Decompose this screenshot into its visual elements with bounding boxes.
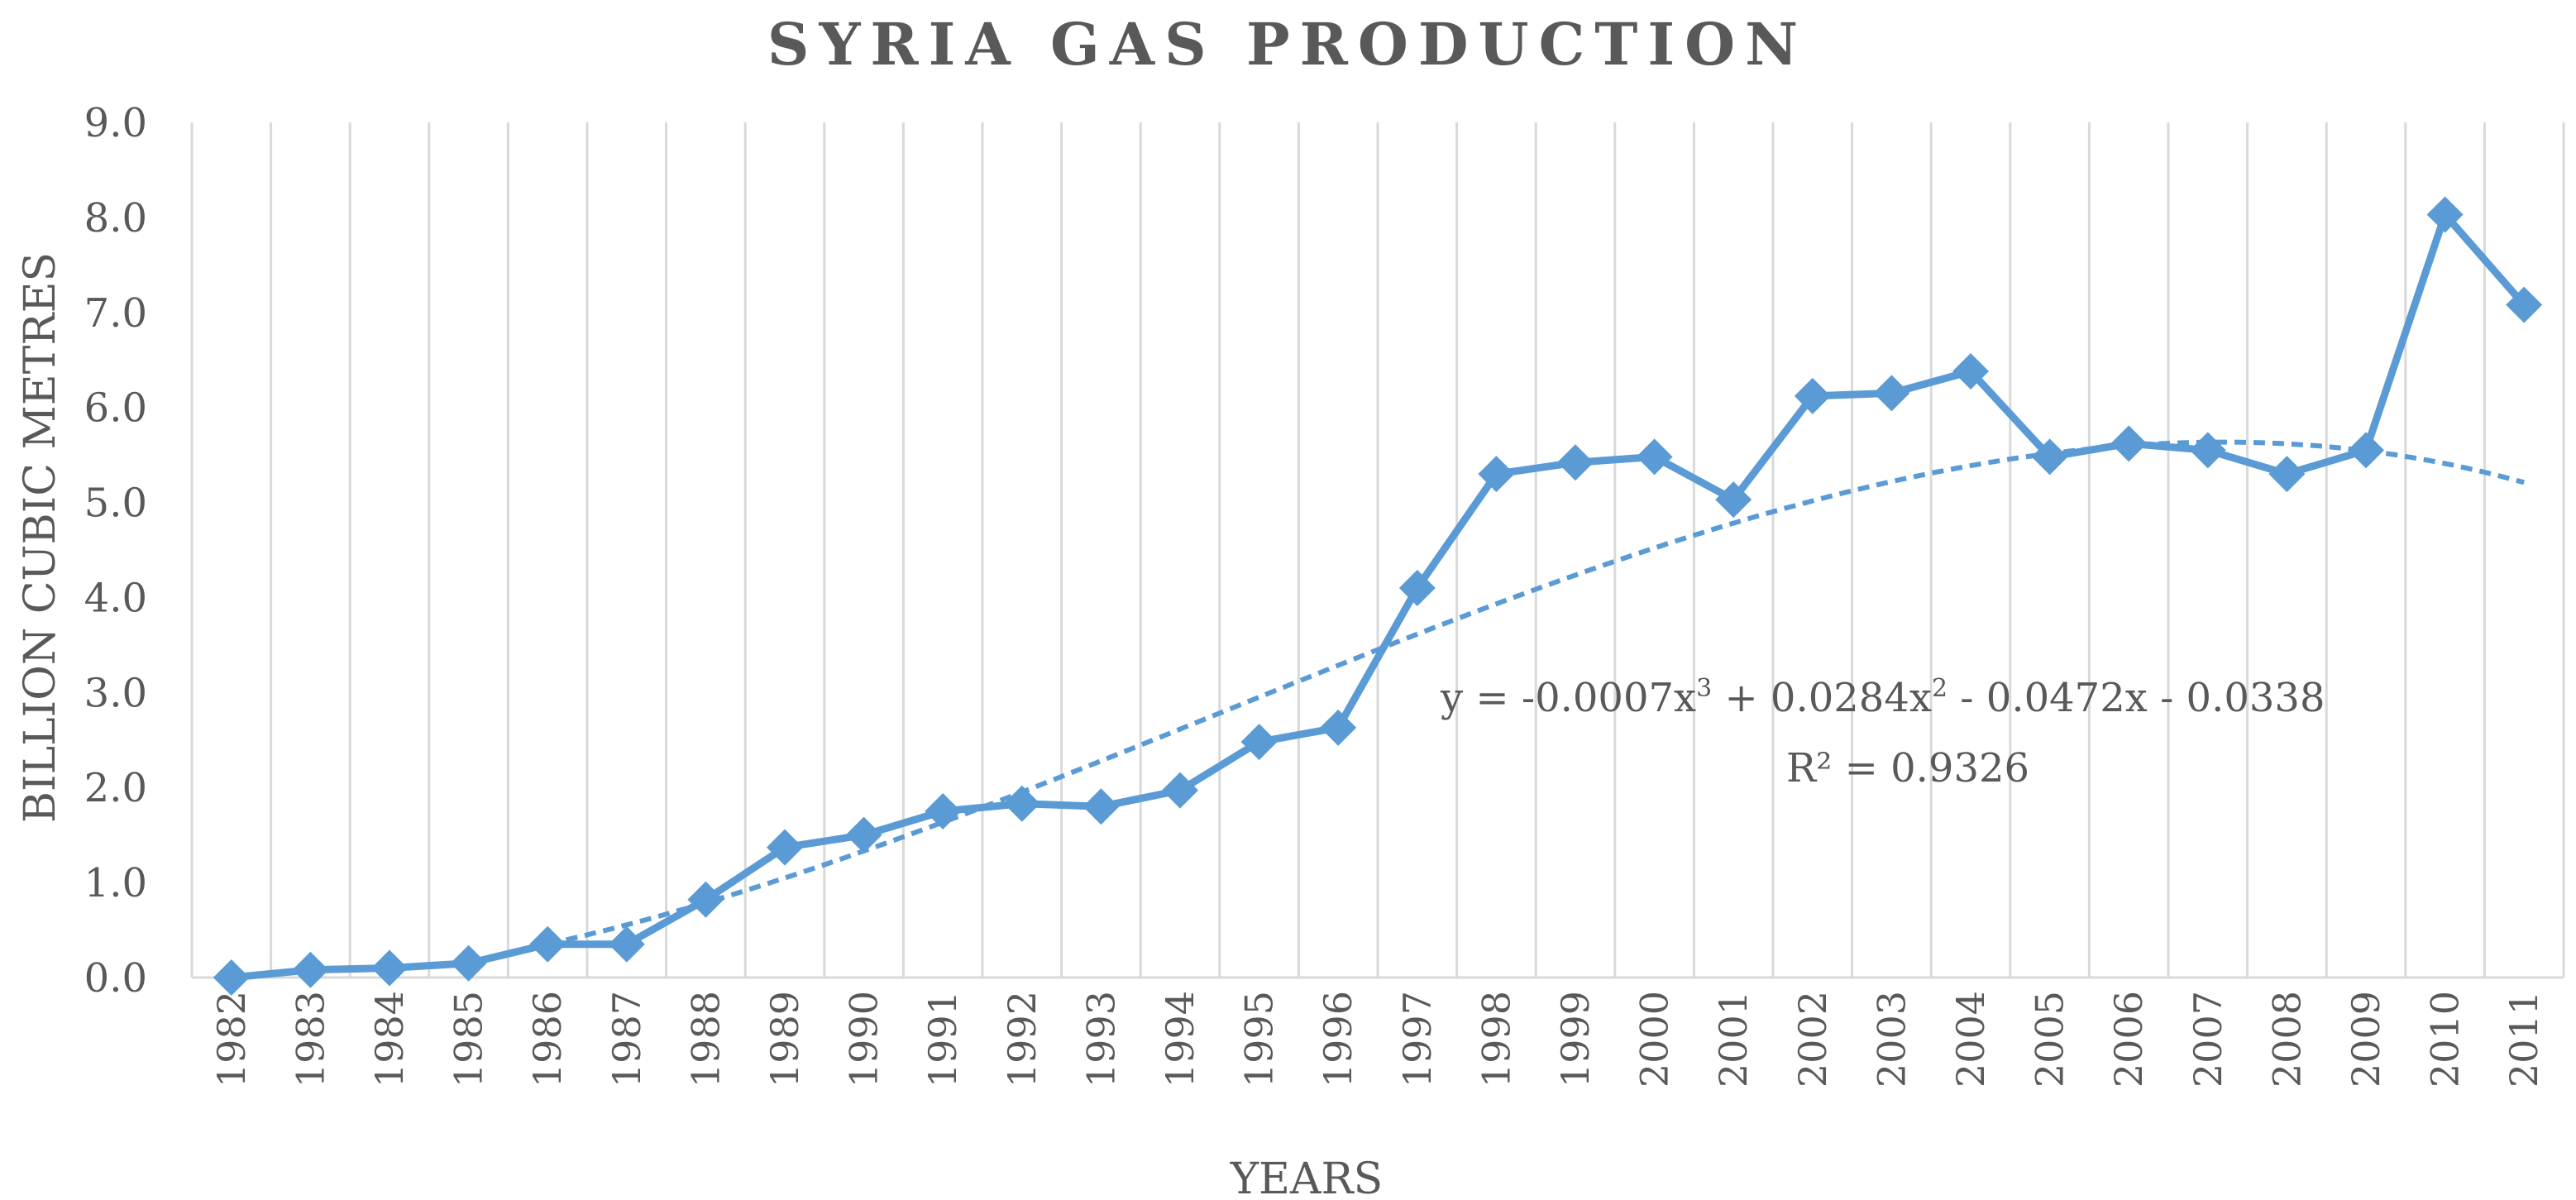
data-point (1794, 377, 1831, 414)
x-tick-label: 1985 (447, 991, 491, 1088)
data-point (292, 951, 329, 988)
y-tick-label: 1.0 (84, 860, 147, 906)
data-point (1240, 724, 1278, 761)
data-point (2110, 425, 2148, 462)
chart-title: SYRIA GAS PRODUCTION (767, 10, 1808, 79)
x-tick-label: 1990 (842, 991, 887, 1088)
equation-prefix: y = -0.0007x (1440, 675, 1696, 721)
x-tick-label: 1996 (1316, 991, 1360, 1088)
y-tick-label: 5.0 (84, 480, 147, 527)
data-point (845, 816, 882, 853)
x-tick-label: 2008 (2264, 991, 2309, 1088)
data-point (1715, 481, 1752, 519)
x-tick-label: 1989 (762, 991, 807, 1088)
data-point (1952, 353, 1989, 390)
data-point (450, 944, 487, 982)
data-point (1873, 375, 1910, 412)
x-tick-label: 1984 (367, 991, 412, 1088)
y-tick-label: 0.0 (84, 955, 147, 1002)
x-axis-label: YEARS (1230, 1155, 1384, 1200)
x-tick-label: 1988 (683, 991, 728, 1088)
equation-middle: + 0.0284x (1712, 675, 1932, 721)
trendline-equation: y = -0.0007x3 + 0.0284x2 - 0.0472x - 0.0… (1440, 674, 2325, 721)
x-tick-label: 1986 (525, 991, 570, 1088)
data-point (608, 925, 645, 963)
data-point (1478, 456, 1515, 493)
y-tick-label: 6.0 (84, 385, 147, 432)
data-point (2348, 432, 2384, 469)
data-point (1320, 709, 1357, 746)
data-point (2268, 456, 2306, 493)
x-ticks: 1982 1983 1984 1985 1986 1987 1988 1989 1990 1991… (209, 991, 2546, 1088)
data-point (1082, 788, 1120, 825)
x-tick-label: 1982 (209, 991, 254, 1088)
x-tick-label: 1991 (920, 991, 965, 1088)
x-tick-label: 2005 (2028, 991, 2072, 1088)
equation-suffix: - 0.0472x - 0.0338 (1948, 675, 2325, 721)
x-tick-label: 2009 (2344, 991, 2388, 1088)
x-tick-label: 2006 (2106, 991, 2151, 1088)
y-tick-label: 7.0 (84, 290, 147, 337)
data-point (1636, 438, 1673, 476)
gridlines (190, 122, 2565, 979)
data-point (2031, 438, 2068, 476)
x-tick-label: 2007 (2186, 991, 2230, 1088)
data-point (767, 829, 803, 866)
x-tick-label: 1997 (1395, 991, 1440, 1088)
equation-exponent-2: 2 (1932, 674, 1948, 703)
r-squared: R² = 0.9326 (1786, 745, 2029, 791)
x-tick-label: 1993 (1078, 991, 1123, 1088)
trendline (547, 439, 2525, 947)
x-tick-label: 2002 (1790, 991, 1835, 1088)
x-tick-label: 2011 (2502, 991, 2546, 1088)
data-point (213, 959, 250, 996)
x-tick-label: 1987 (605, 991, 649, 1088)
data-point (1003, 785, 1040, 822)
trendline-curve (547, 439, 2525, 947)
x-tick-label: 1998 (1474, 991, 1518, 1088)
x-tick-label: 2000 (1632, 991, 1677, 1088)
data-point (371, 949, 408, 987)
data-point (1162, 772, 1198, 809)
x-tick-label: 2003 (1869, 991, 1914, 1088)
x-tick-label: 1992 (1000, 991, 1044, 1088)
y-tick-label: 3.0 (84, 670, 147, 716)
x-tick-label: 2010 (2423, 991, 2468, 1088)
y-tick-label: 8.0 (84, 195, 147, 241)
x-tick-label: 1994 (1158, 991, 1202, 1088)
data-point (2506, 286, 2543, 323)
x-tick-label: 1983 (288, 991, 332, 1088)
y-axis-label: BILLION CUBIC METRES (16, 252, 65, 823)
x-tick-label: 1999 (1553, 991, 1598, 1088)
x-tick-label: 1995 (1237, 991, 1282, 1088)
data-series (213, 196, 2543, 996)
y-ticks: 0.0 1.0 2.0 3.0 4.0 5.0 6.0 7.0 8.0 9.0 (84, 100, 147, 1002)
data-point (1398, 569, 1436, 606)
data-point (1557, 444, 1594, 481)
y-tick-label: 4.0 (84, 575, 147, 621)
data-point (2426, 196, 2464, 233)
data-point (925, 792, 962, 829)
x-tick-label: 2004 (1948, 991, 1993, 1088)
x-tick-label: 2001 (1711, 991, 1756, 1088)
data-point (529, 925, 566, 963)
y-tick-label: 9.0 (84, 100, 147, 146)
data-point (2189, 432, 2226, 469)
data-point (687, 881, 724, 918)
y-tick-label: 2.0 (84, 765, 147, 811)
equation-exponent-3: 3 (1696, 674, 1712, 703)
